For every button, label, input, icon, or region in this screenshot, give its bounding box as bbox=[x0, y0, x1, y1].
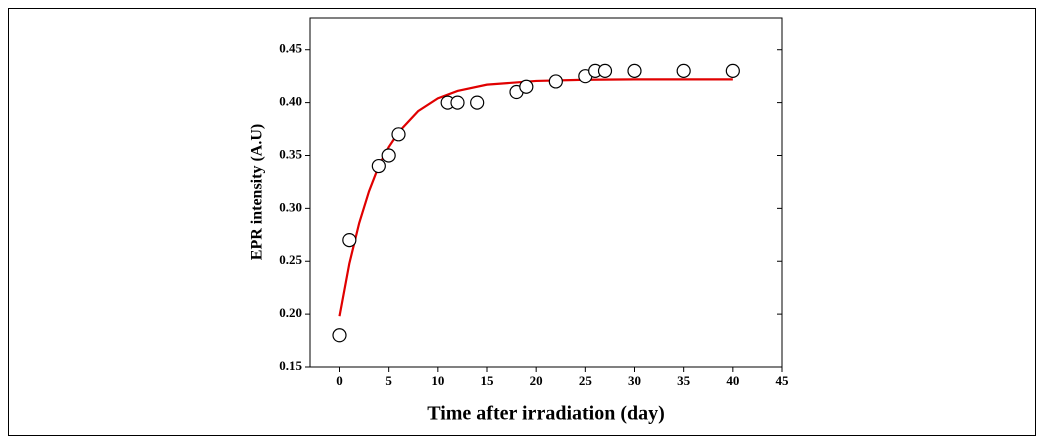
fit-curve bbox=[338, 78, 733, 317]
data-point bbox=[519, 79, 534, 94]
data-point bbox=[371, 158, 386, 174]
data-point bbox=[450, 95, 465, 110]
x-tick-label: 30 bbox=[628, 373, 641, 388]
y-tick-label: 0.20 bbox=[279, 305, 302, 320]
x-axis-label: Time after irradiation (day) bbox=[427, 403, 665, 425]
data-point bbox=[470, 95, 485, 110]
y-tick-label: 0.40 bbox=[279, 94, 302, 109]
x-tick-label: 40 bbox=[726, 373, 739, 388]
x-tick-label: 45 bbox=[776, 373, 790, 388]
data-point bbox=[381, 148, 396, 163]
y-tick-label: 0.25 bbox=[279, 252, 302, 267]
data-point bbox=[548, 74, 563, 89]
x-tick-label: 25 bbox=[579, 373, 593, 388]
data-point bbox=[725, 63, 740, 78]
x-tick-label: 5 bbox=[385, 373, 392, 388]
data-point bbox=[676, 63, 691, 78]
plot-frame bbox=[309, 17, 783, 368]
x-tick-label: 15 bbox=[481, 373, 495, 388]
y-tick-label: 0.35 bbox=[279, 146, 302, 161]
data-point bbox=[342, 232, 357, 248]
y-tick-label: 0.30 bbox=[279, 199, 302, 214]
data-point bbox=[627, 63, 642, 78]
data-point bbox=[332, 328, 347, 343]
data-point bbox=[391, 127, 406, 142]
x-tick-label: 0 bbox=[336, 373, 343, 388]
y-tick-label: 0.15 bbox=[279, 358, 302, 373]
x-tick-label: 10 bbox=[431, 373, 444, 388]
y-tick-label: 0.45 bbox=[279, 41, 302, 56]
x-tick-label: 20 bbox=[530, 373, 543, 388]
outer-frame bbox=[8, 8, 1036, 436]
y-axis-label: EPR intensity (A.U) bbox=[249, 124, 266, 260]
x-tick-label: 35 bbox=[677, 373, 691, 388]
data-point bbox=[597, 63, 613, 78]
